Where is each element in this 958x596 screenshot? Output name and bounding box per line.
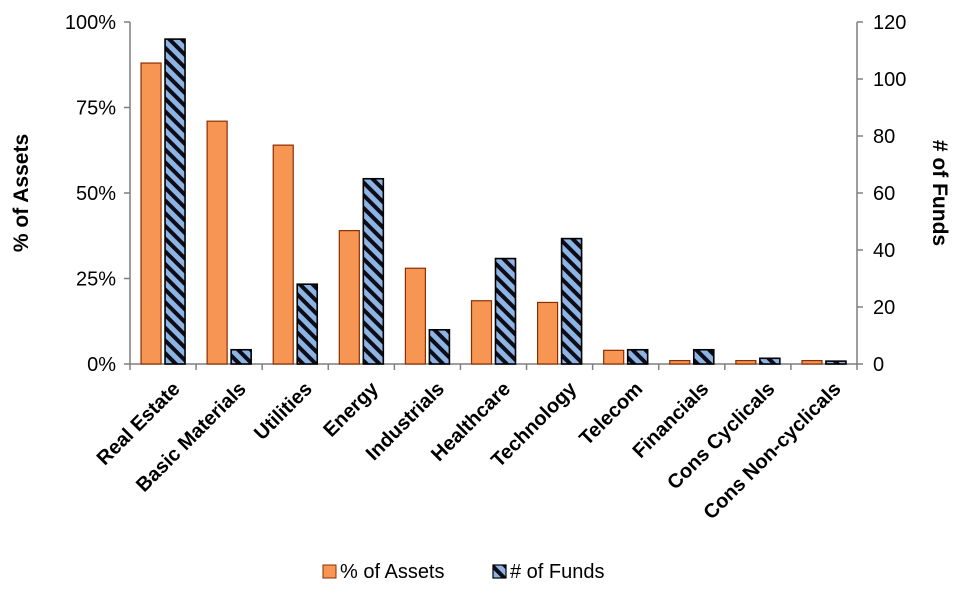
legend-swatch-assets — [322, 564, 337, 579]
bar-assets — [603, 349, 625, 365]
right-tick-label: 120 — [873, 12, 906, 34]
left-tick-label: 100% — [65, 12, 116, 34]
bar-funds — [560, 237, 583, 365]
bar-assets — [735, 359, 757, 365]
left-tick-label: 50% — [76, 183, 116, 205]
bar-assets — [338, 230, 360, 365]
bar-funds — [230, 348, 252, 365]
bar-assets — [536, 301, 559, 365]
left-tick-label: 25% — [76, 269, 116, 291]
bar-funds — [164, 38, 186, 365]
bar-assets — [669, 359, 691, 365]
bar-funds — [759, 357, 781, 365]
legend-label-assets: % of Assets — [340, 561, 445, 583]
bar-assets — [140, 62, 162, 365]
bar-assets — [801, 359, 823, 365]
bar-assets — [404, 267, 427, 365]
bar-funds — [494, 257, 517, 365]
right-tick-label: 40 — [873, 240, 895, 262]
legend-swatch-funds — [492, 564, 507, 579]
category-label: Utilities — [250, 378, 317, 445]
right-tick-label: 20 — [873, 297, 895, 319]
bar-funds — [692, 348, 715, 365]
right-tick-label: 100 — [873, 69, 906, 91]
left-tick-label: 75% — [76, 98, 116, 120]
right-tick-label: 0 — [873, 354, 884, 376]
bar-assets — [272, 144, 294, 365]
bar-assets — [470, 300, 493, 365]
bar-funds — [428, 328, 451, 365]
bar-funds — [825, 360, 847, 365]
bar-funds — [362, 177, 385, 365]
bar-funds — [296, 283, 319, 365]
legend-label-funds: # of Funds — [510, 561, 605, 583]
left-tick-label: 0% — [87, 354, 116, 376]
right-tick-label: 60 — [873, 183, 895, 205]
y-axis-right-title: # of Funds — [928, 140, 951, 246]
category-label: Energy — [319, 377, 383, 441]
bar-funds — [626, 348, 649, 365]
right-tick-label: 80 — [873, 126, 895, 148]
y-axis-left-title: % of Assets — [10, 134, 33, 252]
bar-assets — [206, 120, 228, 365]
